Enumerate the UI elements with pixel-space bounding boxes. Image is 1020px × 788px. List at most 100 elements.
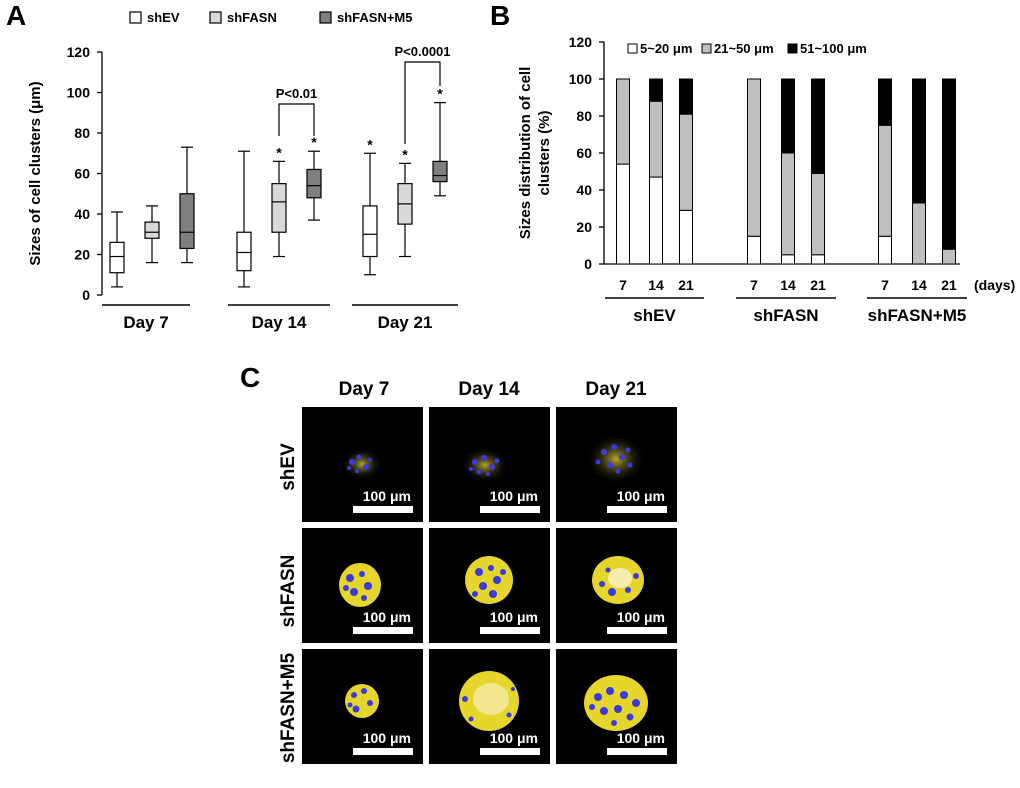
x-tick-label: 14 — [648, 277, 664, 293]
p-value-label: P<0.01 — [276, 86, 318, 101]
y-axis-label-line1: Sizes distribution of cell — [517, 67, 534, 240]
y-tick-label: 20 — [74, 247, 90, 263]
scale-bar-label: 100 μm — [362, 730, 411, 746]
y-tick-label: 40 — [74, 206, 90, 222]
micrograph-shev-day7: 100 μm — [302, 407, 423, 522]
bar-segment-medium — [616, 78, 630, 165]
box-shFASN-2 — [397, 162, 413, 258]
panel-letter-a: A — [6, 0, 27, 31]
cell-cluster-image — [465, 556, 513, 604]
scale-bar — [480, 627, 540, 634]
x-tick-label: 21 — [810, 277, 826, 293]
box-shFASN-1 — [271, 160, 287, 258]
bar-segment-medium — [679, 113, 693, 211]
y-axis-label: Sizes of cell clusters (μm) — [27, 81, 44, 265]
column-header-day7: Day 7 — [338, 379, 390, 400]
scale-bar — [480, 506, 540, 513]
bar-segment-small — [747, 235, 761, 265]
box-iqr — [432, 160, 448, 183]
micrograph-shfasn-m5-day21: 100 μm — [556, 649, 677, 764]
box-shEV-0 — [109, 211, 125, 288]
scale-bar — [353, 506, 413, 513]
scale-bar-label: 100 μm — [616, 488, 665, 504]
legend-label: 21~50 μm — [714, 41, 774, 56]
group-label: shFASN+M5 — [868, 306, 967, 325]
significance-star: * — [276, 144, 282, 160]
y-axis-label-line2: clusters (%) — [536, 110, 553, 195]
scale-bar — [353, 627, 413, 634]
bar-segment-small — [679, 209, 693, 265]
bar-segment-medium — [781, 152, 795, 256]
y-tick-label: 0 — [584, 256, 592, 272]
x-tick-label: 14 — [911, 277, 927, 293]
x-tick-label: 14 — [780, 277, 796, 293]
box-iqr — [109, 241, 125, 274]
group-label: shEV — [633, 306, 676, 325]
bar-segment-large — [679, 78, 693, 115]
bar-segment-large — [811, 78, 825, 174]
x-tick-label: 7 — [750, 277, 758, 293]
bar-shFASN-M5-day7 — [878, 78, 892, 265]
scale-bar-label: 100 μm — [489, 730, 538, 746]
cell-cluster-image — [459, 671, 519, 731]
micrograph-shfasn-m5-day7: 100 μm — [302, 649, 423, 764]
micrograph-shev-day21: 100 μm — [556, 407, 677, 522]
legend-label: shFASN — [227, 10, 277, 25]
scale-bar-label: 100 μm — [616, 730, 665, 746]
legend-label: 51~100 μm — [800, 41, 867, 56]
box-shFASN-M5-2 — [432, 102, 448, 197]
box-iqr — [179, 193, 195, 250]
y-tick-label: 20 — [576, 219, 592, 235]
box-iqr — [271, 183, 287, 233]
legend-swatch — [319, 11, 332, 24]
legend-swatch — [129, 11, 142, 24]
bar-segment-medium — [811, 172, 825, 256]
panel-letter-c: C — [240, 362, 261, 393]
x-tick-label: 21 — [678, 277, 694, 293]
bar-segment-large — [878, 78, 892, 126]
legend-swatch — [787, 43, 798, 54]
micrograph-shfasn-day21: 100 μm — [556, 528, 677, 643]
bar-segment-small — [649, 176, 663, 265]
bar-shFASN-day14 — [781, 78, 795, 265]
scale-bar — [607, 748, 667, 755]
column-header-day21: Day 21 — [585, 379, 647, 400]
x-tick-label: 21 — [941, 277, 957, 293]
legend-label: shEV — [147, 10, 180, 25]
bar-segment-small — [616, 163, 630, 265]
bracket-line — [278, 103, 315, 136]
y-tick-label: 80 — [74, 125, 90, 141]
bar-segment-medium — [878, 124, 892, 237]
row-header-shfasn-m5: shFASN+M5 — [278, 652, 299, 764]
panel-letter-b: B — [490, 0, 511, 31]
legend-swatch — [701, 43, 712, 54]
box-iqr — [362, 205, 378, 258]
box-shFASN-0 — [144, 205, 160, 264]
y-tick-label: 40 — [576, 182, 592, 198]
row-header-shev: shEV — [278, 443, 299, 491]
micrograph-shev-day14: 100 μm — [429, 407, 550, 522]
box-shEV-1 — [236, 150, 252, 288]
bar-shFASN-M5-day21 — [942, 78, 956, 265]
cell-cluster-image — [345, 684, 379, 718]
cell-cluster-image — [461, 447, 509, 483]
x-tick-label: 7 — [881, 277, 889, 293]
y-tick-label: 60 — [576, 145, 592, 161]
cell-cluster-image — [592, 556, 644, 604]
y-tick-label: 120 — [569, 34, 593, 50]
bar-segment-small — [878, 235, 892, 265]
box-plot-panel-a: 0 20 40 60 80 100 120 Sizes of cell clusters (μ… — [27, 10, 458, 332]
micrograph-shfasn-m5-day14: 100 μm — [429, 649, 550, 764]
box-iqr — [236, 231, 252, 272]
p-value-label: P<0.0001 — [394, 44, 450, 59]
bracket-day14: P<0.01 — [276, 86, 318, 136]
significance-star: * — [311, 134, 317, 150]
legend-swatch — [627, 43, 638, 54]
box-shFASN-M5-1 — [306, 150, 322, 221]
scale-bar — [607, 627, 667, 634]
x-tick-label: 7 — [619, 277, 627, 293]
box-iqr — [306, 168, 322, 199]
scale-bar — [607, 506, 667, 513]
y-tick-label: 100 — [67, 85, 91, 101]
bracket-day21: P<0.0001 — [394, 44, 451, 144]
